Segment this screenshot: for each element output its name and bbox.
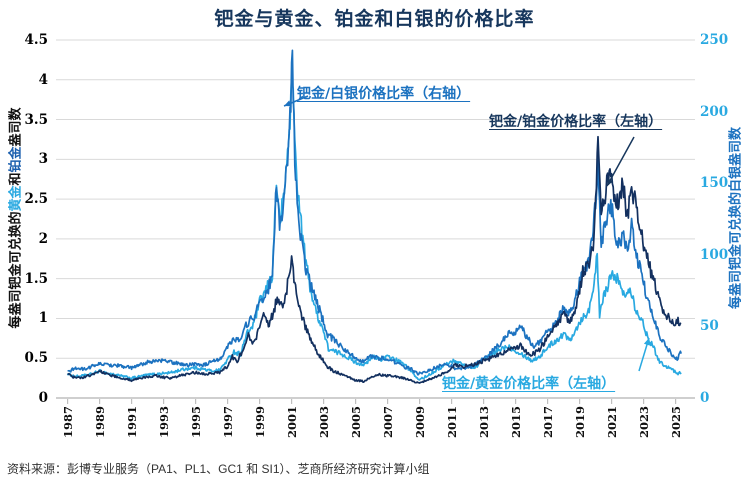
right-axis-tick-label: 200 bbox=[700, 103, 729, 120]
left-axis-label: 每盎司钯金可兑换的黄金和铂金盎司数 bbox=[5, 107, 24, 328]
left-axis-tick-label: 1.5 bbox=[24, 270, 49, 287]
annotation-arrow-platinum bbox=[607, 178, 614, 186]
x-axis-tick-label: 2001 bbox=[284, 405, 299, 439]
left-axis-tick-label: 2 bbox=[38, 230, 48, 247]
x-axis-tick-label: 1995 bbox=[188, 405, 203, 439]
left-axis-tick-label: 3.5 bbox=[24, 111, 49, 128]
right-axis-tick-label: 0 bbox=[700, 390, 710, 406]
x-axis-tick-label: 2017 bbox=[540, 405, 555, 439]
x-axis-tick-label: 1987 bbox=[60, 405, 75, 439]
x-axis-tick-label: 1997 bbox=[220, 405, 235, 439]
x-axis-tick-label: 2023 bbox=[636, 405, 651, 439]
right-axis-label: 每盎司钯金可兑换的白银盎司数 bbox=[728, 126, 744, 310]
right-axis-tick-label: 250 bbox=[700, 32, 729, 48]
x-axis-tick-label: 2007 bbox=[380, 405, 395, 439]
x-axis-tick-label: 2019 bbox=[572, 405, 587, 439]
x-axis-tick-label: 2015 bbox=[508, 405, 523, 439]
x-axis-tick-label: 2009 bbox=[412, 405, 427, 439]
right-axis-tick-label: 50 bbox=[700, 318, 719, 335]
x-axis-tick-label: 2025 bbox=[668, 405, 683, 439]
left-axis-tick-label: 4 bbox=[38, 71, 48, 88]
series-line-2 bbox=[67, 135, 682, 384]
left-axis-tick-label: 2.5 bbox=[24, 191, 49, 208]
annotation-silver-ratio: 钯金/白银价格比率（右轴） bbox=[297, 86, 471, 102]
x-axis-tick-label: 2005 bbox=[348, 405, 363, 439]
left-axis-tick-label: 0 bbox=[38, 390, 48, 406]
annotation-arrow-platinum bbox=[606, 136, 635, 187]
left-axis-tick-label: 1 bbox=[38, 310, 48, 327]
x-axis-tick-label: 1991 bbox=[124, 405, 139, 439]
x-axis-tick-label: 2003 bbox=[316, 405, 331, 439]
series-line-1 bbox=[67, 49, 683, 376]
right-axis-tick-label: 100 bbox=[700, 246, 729, 263]
left-axis-label-and: 和 bbox=[8, 172, 24, 186]
right-axis-tick-label: 150 bbox=[700, 175, 729, 192]
x-axis-tick-label: 2013 bbox=[476, 405, 491, 439]
annotation-gold-ratio: 钯金/黄金价格比率（左轴） bbox=[442, 376, 616, 392]
left-axis-tick-label: 4.5 bbox=[24, 32, 49, 48]
source-note: 资料来源：彭博专业服务（PA1、PL1、GC1 和 SI1）、芝商所经济研究计算… bbox=[7, 462, 430, 476]
left-axis-tick-label: 3 bbox=[38, 151, 48, 168]
x-axis-tick-label: 2021 bbox=[604, 405, 619, 439]
x-axis-tick-label: 1989 bbox=[92, 405, 107, 439]
annotation-platinum-ratio: 钯金/铂金价格比率（左轴） bbox=[489, 114, 663, 130]
x-axis-tick-label: 2011 bbox=[444, 405, 459, 439]
x-axis-tick-label: 1999 bbox=[252, 405, 267, 439]
annotation-arrow-silver bbox=[284, 100, 292, 107]
left-axis-tick-label: 0.5 bbox=[24, 350, 49, 367]
x-axis-tick-label: 1993 bbox=[156, 405, 171, 439]
annotation-arrow-gold bbox=[643, 338, 650, 346]
chart-title: 钯金与黄金、铂金和白银的价格比率 bbox=[214, 8, 535, 30]
